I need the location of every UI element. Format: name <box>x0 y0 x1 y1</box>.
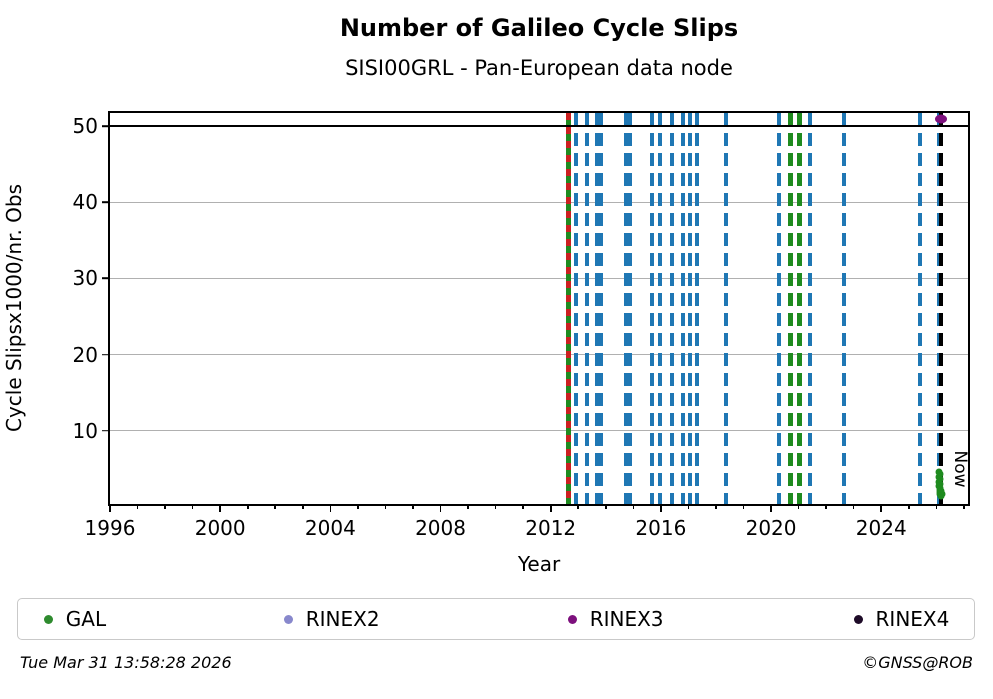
legend-label: RINEX4 <box>875 607 950 631</box>
gridline-y-20 <box>110 353 968 356</box>
x-tick-2009 <box>467 504 469 509</box>
x-tick-2016 <box>660 504 662 512</box>
y-tick-label-20: 20 <box>72 342 98 367</box>
event-line-2022.63 <box>841 113 846 504</box>
legend-item-rinex3: RINEX3 <box>567 607 664 631</box>
x-tick-2000 <box>219 504 221 512</box>
x-tick-2002 <box>274 504 277 509</box>
data-point-rinex3 <box>935 114 947 124</box>
max-line-50 <box>110 124 968 128</box>
x-tick-2021 <box>797 504 800 509</box>
x-tick-2023 <box>852 504 855 509</box>
legend-marker-icon <box>567 614 577 624</box>
x-tick-label-2004: 2004 <box>304 516 356 540</box>
x-tick-2006 <box>384 504 387 509</box>
event-line-2012.91 <box>573 113 578 504</box>
x-tick-label-2000: 2000 <box>194 516 246 540</box>
event-line-2016.41 <box>670 113 675 504</box>
now-line <box>939 113 943 504</box>
x-tick-2001 <box>246 504 249 509</box>
x-tick-2007 <box>412 504 414 509</box>
legend-marker-icon <box>283 614 293 624</box>
x-tick-2020 <box>770 504 772 512</box>
event-line-2016.81 <box>681 113 686 504</box>
x-tick-2003 <box>302 504 304 509</box>
y-tick-40 <box>102 201 110 203</box>
x-tick-2008 <box>439 504 442 512</box>
x-tick-2022 <box>825 504 827 509</box>
x-tick-2015 <box>632 504 635 509</box>
event-line-2014.79 <box>623 113 632 504</box>
y-tick-20 <box>102 353 110 356</box>
legend-item-rinex2: RINEX2 <box>283 607 380 631</box>
x-tick-label-2016: 2016 <box>635 516 687 540</box>
legend-item-gal: GAL <box>43 607 107 631</box>
x-tick-1996 <box>109 504 111 512</box>
chart-title: Number of Galileo Cycle Slips <box>339 14 739 42</box>
timestamp: Tue Mar 31 13:58:28 2026 <box>20 653 232 672</box>
event-line-2012.66 <box>566 113 572 504</box>
legend: GAL RINEX2 RINEX3 RINEX4 <box>17 598 975 640</box>
x-tick-2018 <box>715 504 717 509</box>
event-line-2025.41 <box>918 113 923 504</box>
now-label: Now <box>950 450 970 488</box>
x-tick-2026 <box>935 504 938 509</box>
x-axis-label: Year <box>517 552 561 576</box>
x-tick-2004 <box>329 504 332 512</box>
event-line-2015.98 <box>658 113 663 504</box>
event-line-2021.43 <box>808 113 813 504</box>
event-line-2020.71 <box>788 113 794 504</box>
y-tick-10 <box>102 430 110 432</box>
data-point-gal <box>937 487 945 495</box>
event-line-overlay <box>566 113 572 504</box>
y-tick-label-10: 10 <box>72 418 98 443</box>
x-tick-2024 <box>880 504 883 512</box>
x-tick-2025 <box>907 504 910 509</box>
legend-marker-icon <box>853 614 863 624</box>
gridline-y-40 <box>110 201 968 203</box>
x-tick-2017 <box>687 504 690 509</box>
event-line-2021.04 <box>797 113 803 504</box>
y-tick-50 <box>102 125 110 127</box>
legend-label: RINEX3 <box>589 607 664 631</box>
legend-item-rinex4: RINEX4 <box>853 607 950 631</box>
x-tick-label-2012: 2012 <box>525 516 577 540</box>
x-tick-2010 <box>494 504 497 509</box>
y-tick-label-50: 50 <box>72 113 98 138</box>
x-tick-1997 <box>136 504 139 509</box>
event-line-2013.31 <box>584 113 589 504</box>
x-tick-2027 <box>963 504 965 509</box>
copyright: ©GNSS@ROB <box>862 653 973 672</box>
plot-area: Now 1996 2000 2004 2008 2012 2016 2020 2024 10 20 3… <box>73 111 970 540</box>
x-tick-label-2020: 2020 <box>745 516 797 540</box>
x-tick-label-2008: 2008 <box>415 516 466 540</box>
y-tick-label-30: 30 <box>72 266 98 291</box>
event-line-2013.77 <box>595 113 604 504</box>
x-tick-2005 <box>357 504 359 509</box>
chart-subtitle: SISI00GRL - Pan-European data node <box>345 56 733 80</box>
x-tick-1998 <box>164 504 166 509</box>
x-tick-1999 <box>191 504 194 509</box>
y-tick-label-40: 40 <box>72 190 98 215</box>
legend-label: RINEX2 <box>305 607 380 631</box>
x-tick-2013 <box>577 504 580 509</box>
event-line-2015.69 <box>650 113 655 504</box>
gridline-y-30 <box>110 277 968 280</box>
event-line-2020.28 <box>776 113 781 504</box>
gridline-y-10 <box>110 430 968 432</box>
x-tick-label-2024: 2024 <box>855 516 907 540</box>
x-tick-2014 <box>604 504 607 509</box>
event-line-2018.36 <box>723 113 728 504</box>
x-tick-2019 <box>742 504 745 509</box>
y-axis-label: Cycle Slipsx1000/nr. Obs <box>2 183 26 433</box>
event-line-2017.06 <box>688 113 693 504</box>
x-tick-2011 <box>522 504 524 509</box>
x-tick-label-1996: 1996 <box>84 516 136 540</box>
x-tick-2012 <box>549 504 552 512</box>
y-tick-30 <box>102 277 110 280</box>
legend-marker-icon <box>43 614 53 624</box>
legend-label: GAL <box>65 607 107 631</box>
event-line-2017.32 <box>695 113 700 504</box>
